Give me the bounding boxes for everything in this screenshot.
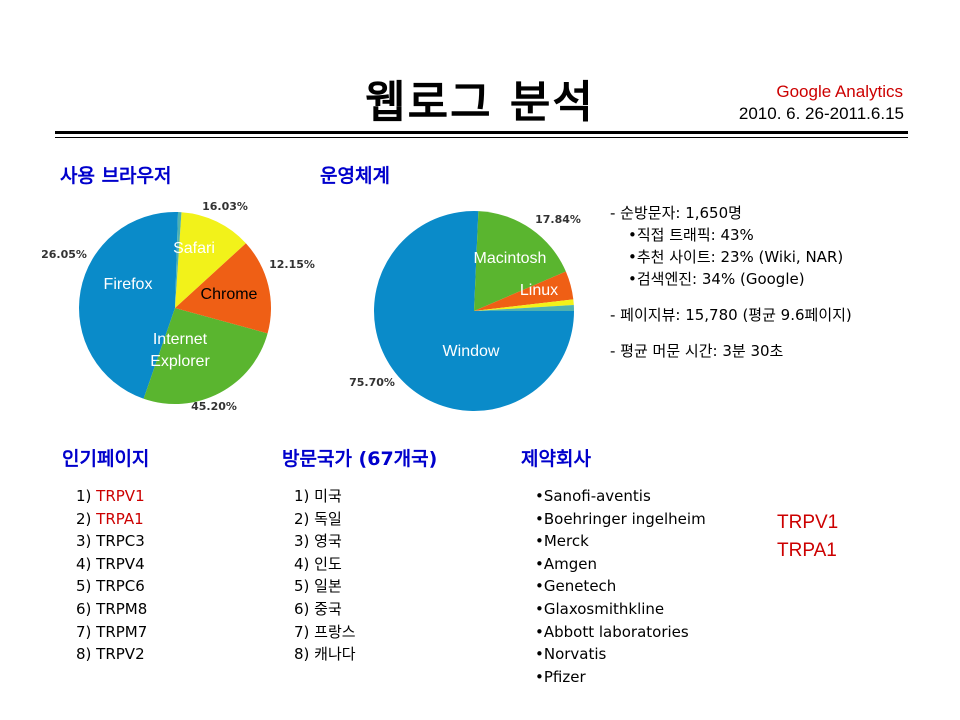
- list-item: 1) TRPV1: [76, 487, 145, 505]
- page-name: TRPM8: [96, 599, 148, 618]
- list-item: •Amgen: [535, 554, 597, 573]
- traffic-stats: - 순방문자: 1,650명 •직접 트래픽: 43% •추천 사이트: 23%…: [610, 202, 852, 362]
- slice-percent-label: 17.84%: [535, 213, 581, 226]
- page-name: TRPA1: [96, 509, 144, 528]
- title-rule-thin: [55, 137, 908, 138]
- list-item: •Boehringer ingelheim: [535, 509, 706, 528]
- slice-percent-label: 16.03%: [202, 200, 248, 213]
- pie-slice-window: [374, 211, 575, 412]
- slice-percent-label: 26.05%: [41, 248, 87, 261]
- slice-label: Internet Explorer: [150, 331, 210, 370]
- list-item: •Sanofi-aventis: [535, 487, 651, 505]
- pharma-heading: 제약회사: [521, 448, 591, 470]
- slice-label: Chrome: [201, 286, 258, 303]
- list-item: •Genetech: [535, 577, 617, 596]
- list-item: •Norvatis: [535, 645, 607, 664]
- slice-label: Firefox: [104, 276, 153, 293]
- list-item: 8) 캐나다: [294, 645, 356, 664]
- list-item: 2) 독일: [294, 509, 342, 528]
- slice-label: Linux: [520, 282, 558, 299]
- pie-slice-chrome: [175, 212, 246, 308]
- list-item: 3) 영국: [294, 532, 342, 551]
- os-heading: 운영체계: [320, 165, 390, 187]
- slice-percent-label: 75.70%: [349, 376, 395, 389]
- stat-direct: •직접 트래픽: 43%: [628, 226, 754, 244]
- stat-search: •검색엔진: 34% (Google): [628, 270, 805, 288]
- list-item: •Pfizer: [535, 667, 586, 686]
- stat-avg-time: - 평균 머문 시간: 3분 30초: [610, 342, 784, 360]
- list-item: •Merck: [535, 532, 589, 551]
- list-item: 6) TRPM8: [76, 599, 148, 618]
- list-item: 4) 인도: [294, 554, 342, 573]
- list-item: 6) 중국: [294, 599, 342, 618]
- pie-slice-macintosh: [474, 211, 566, 311]
- slice-percent-label: 12.15%: [269, 258, 315, 271]
- list-item: 5) TRPC6: [76, 577, 145, 596]
- title-rule-thick: [55, 131, 908, 134]
- page-name: TRPV4: [96, 554, 145, 573]
- pharma-list: •Sanofi-aventis •Boehringer ingelheim •M…: [535, 485, 706, 688]
- pie-slice-other-4: [474, 304, 574, 311]
- list-item: 2) TRPA1: [76, 509, 144, 528]
- pie-slice-firefox: [143, 308, 268, 405]
- slice-label: Window: [443, 343, 500, 360]
- page-name: TRPV1: [96, 487, 145, 505]
- os-pie-chart: Window 75.70% Macintosh 17.84% Linux: [349, 211, 581, 412]
- stat-pageviews: - 페이지뷰: 15,780 (평균 9.6페이지): [610, 306, 852, 324]
- page-name: TRPM7: [96, 622, 148, 641]
- list-item: 4) TRPV4: [76, 554, 145, 573]
- slice-label: Safari: [173, 240, 215, 257]
- pie-charts: Internet Explorer 45.20% Firefox 26.05% Safar…: [41, 200, 581, 413]
- pharma-target-trpa1: TRPA1: [777, 540, 837, 561]
- pie-slice-linux: [474, 271, 574, 311]
- slice-label: Macintosh: [474, 250, 547, 267]
- list-item: 7) 프랑스: [294, 622, 356, 641]
- countries-heading: 방문국가 (67개국): [282, 448, 438, 470]
- pie-slice-internet-explorer: [78, 212, 179, 399]
- list-item: •Glaxosmithkline: [535, 599, 665, 618]
- pie-slice-other-3: [474, 299, 574, 311]
- date-range: 2010. 6. 26-2011.6.15: [738, 104, 904, 123]
- popular-pages-list: 1) TRPV1 2) TRPA1 3) TRPC3 4) TRPV4 5) T…: [76, 485, 147, 666]
- pie-slice-safari: [175, 243, 272, 334]
- list-item: 7) TRPM7: [76, 622, 148, 641]
- list-item: 3) TRPC3: [76, 532, 145, 551]
- source-name: Google Analytics: [776, 82, 903, 101]
- list-item: 8) TRPV2: [76, 645, 145, 664]
- browser-pie-chart: Internet Explorer 45.20% Firefox 26.05% Safar…: [41, 200, 315, 413]
- list-item: •Abbott laboratories: [535, 622, 689, 641]
- slice-percent-label: 45.20%: [191, 400, 237, 413]
- page-name: TRPC6: [96, 577, 145, 596]
- countries-list: 1) 미국 2) 독일 3) 영국 4) 인도 5) 일본 6) 중국 7) 프…: [294, 485, 356, 666]
- list-item: 5) 일본: [294, 577, 342, 596]
- page-name: TRPV2: [96, 645, 145, 664]
- page-name: TRPC3: [96, 532, 145, 551]
- page-title: 웹로그 분석: [365, 77, 595, 128]
- popular-pages-heading: 인기페이지: [62, 448, 150, 470]
- list-item: 1) 미국: [294, 487, 342, 505]
- stat-referral: •추천 사이트: 23% (Wiki, NAR): [628, 248, 844, 266]
- pie-slice-other-4: [175, 212, 182, 308]
- stat-visitors: - 순방문자: 1,650명: [610, 204, 742, 222]
- pharma-target-trpv1: TRPV1: [777, 512, 839, 533]
- browser-heading: 사용 브라우저: [60, 165, 172, 187]
